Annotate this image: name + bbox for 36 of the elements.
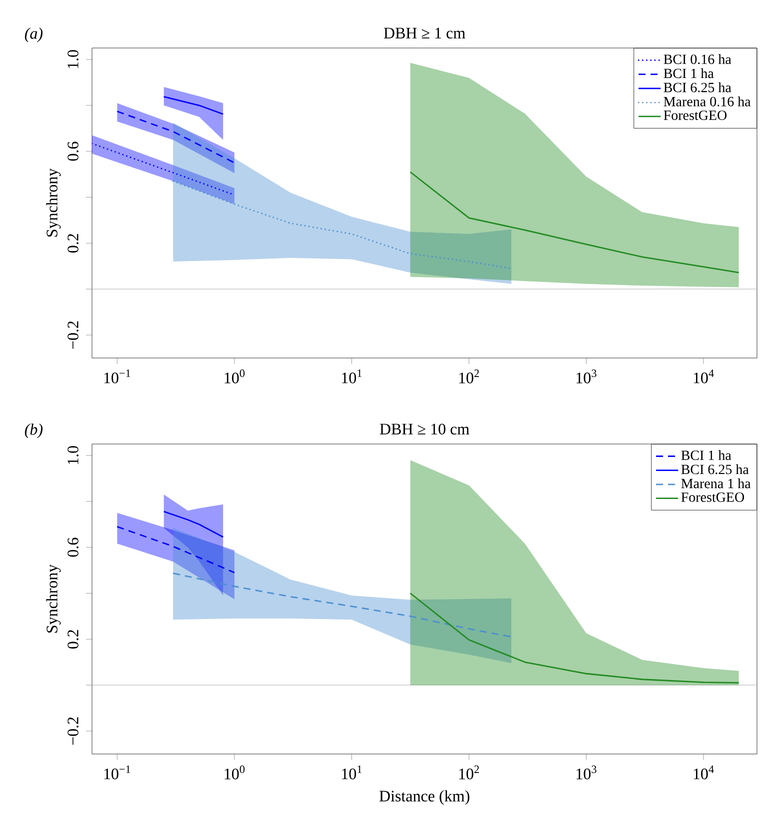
- x-tick-label: 10$^{4}$: [694, 766, 714, 780]
- x-tick-label: 10$^{0}$: [224, 766, 245, 780]
- y-tick-label: −0.2: [68, 321, 78, 349]
- x-tick-label: 10$^{0}$: [224, 370, 245, 384]
- legend-label: ForestGEO: [681, 492, 744, 502]
- y-tick-label: 1.0: [68, 50, 78, 68]
- legend-label: BCI 1 ha: [664, 68, 714, 78]
- y-tick-label: −0.2: [68, 717, 78, 745]
- x-tick-label: 10$^{−1}$: [104, 766, 130, 780]
- x-tick-label: 10$^{3}$: [576, 370, 596, 384]
- y-tick-label: 0.6: [68, 538, 78, 557]
- legend-label: BCI 1 ha: [681, 450, 732, 460]
- y-tick-label: 0.2: [68, 234, 78, 253]
- x-tick-label: 10$^{1}$: [342, 370, 362, 384]
- x-axis-title: Distance (km): [379, 790, 470, 805]
- legend-label: Marena 1 ha: [681, 478, 751, 488]
- x-tick-label: 10$^{−1}$: [104, 370, 130, 384]
- chart-title: DBH ≥ 1 cm: [384, 28, 466, 38]
- legend-label: BCI 6.25 ha: [664, 82, 732, 92]
- text: (b): [24, 424, 43, 438]
- chart-title: DBH ≥ 10 cm: [380, 424, 470, 434]
- y-tick-label: 1.0: [68, 446, 78, 464]
- y-tick-label: 0.6: [68, 142, 78, 161]
- x-tick-label: 10$^{2}$: [459, 766, 479, 780]
- x-tick-label: 10$^{1}$: [342, 766, 362, 780]
- text: (a): [24, 28, 43, 42]
- y-axis-title: Synchrony: [46, 168, 61, 237]
- legend-label: BCI 6.25 ha: [681, 464, 749, 474]
- x-tick-label: 10$^{4}$: [694, 370, 714, 384]
- y-axis-title: Synchrony: [46, 564, 61, 633]
- legend-label: ForestGEO: [664, 110, 727, 120]
- legend-label: BCI 0.16 ha: [664, 54, 732, 64]
- x-tick-label: 10$^{2}$: [459, 370, 479, 384]
- y-tick-label: 0.2: [68, 630, 78, 649]
- legend-label: Marena 0.16 ha: [664, 96, 751, 106]
- x-tick-label: 10$^{3}$: [576, 766, 596, 780]
